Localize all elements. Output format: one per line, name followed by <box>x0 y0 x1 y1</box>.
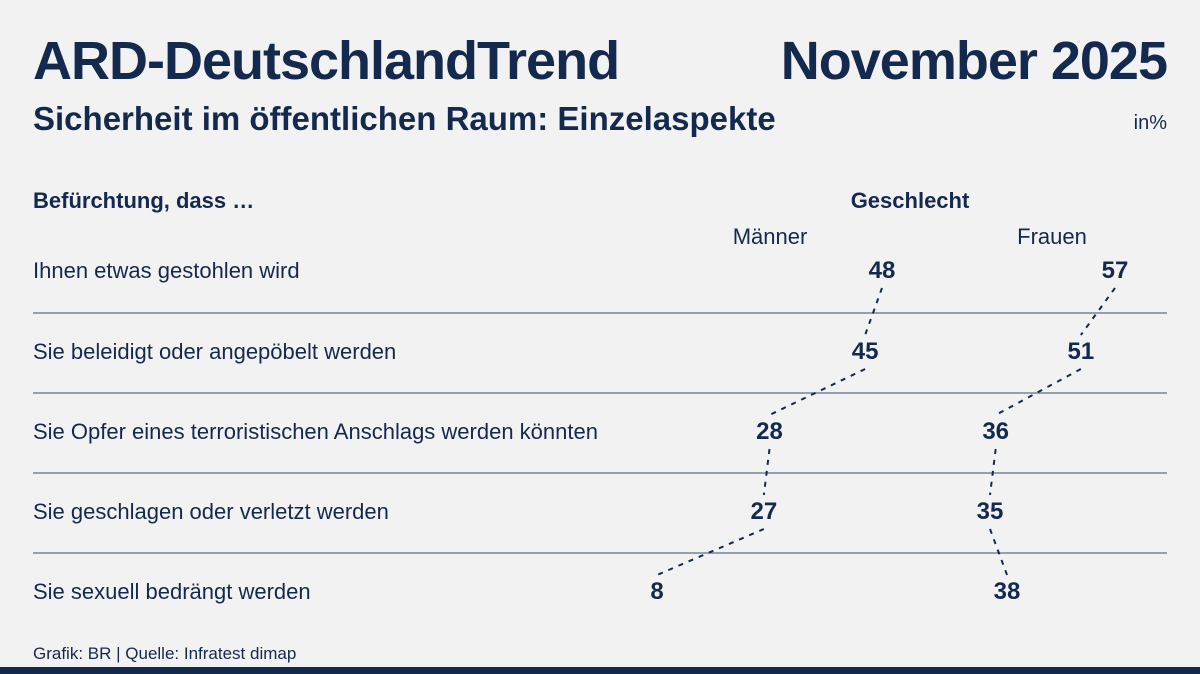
source-credit: Grafik: BR | Quelle: Infratest dimap <box>33 644 297 663</box>
series-header-frauen: Frauen <box>1017 224 1087 249</box>
value-maenner: 28 <box>756 418 783 445</box>
bottom-brand-bar <box>0 667 1200 674</box>
series-header-maenner: Männer <box>732 224 808 249</box>
row-label: Ihnen etwas gestohlen wird <box>33 258 300 283</box>
value-frauen: 57 <box>1101 257 1129 284</box>
connector-line-frauen <box>989 448 997 496</box>
value-maenner: 45 <box>851 338 879 365</box>
unit-label: in% <box>1133 112 1167 134</box>
value-maenner: 8 <box>650 578 664 605</box>
connector-line-frauen <box>1080 287 1116 336</box>
edition-date: November 2025 <box>780 31 1168 91</box>
page-title: ARD-DeutschlandTrend <box>33 31 620 91</box>
chart-subtitle: Sicherheit im öffentlichen Raum: Einzela… <box>33 100 776 137</box>
connector-line-maenner <box>864 287 883 336</box>
value-maenner: 27 <box>750 498 778 525</box>
row-label: Sie sexuell bedrängt werden <box>33 579 311 604</box>
row-label: Sie beleidigt oder angepöbelt werden <box>33 339 397 364</box>
connector-line-maenner <box>762 448 771 496</box>
value-frauen: 35 <box>976 498 1004 525</box>
value-frauen: 36 <box>982 418 1010 445</box>
row-label: Sie geschlagen oder verletzt werden <box>33 499 389 524</box>
value-frauen: 38 <box>993 578 1021 605</box>
column-group-header: Geschlecht <box>850 188 970 213</box>
connector-line-frauen <box>995 368 1082 416</box>
connector-line-maenner <box>656 528 765 576</box>
value-maenner: 48 <box>868 257 896 284</box>
row-group-header: Befürchtung, dass … <box>33 188 255 213</box>
connector-line-frauen <box>989 528 1008 576</box>
connector-line-maenner <box>769 368 866 416</box>
value-frauen: 51 <box>1067 338 1095 365</box>
row-label: Sie Opfer eines terroristischen Anschlag… <box>33 419 598 444</box>
